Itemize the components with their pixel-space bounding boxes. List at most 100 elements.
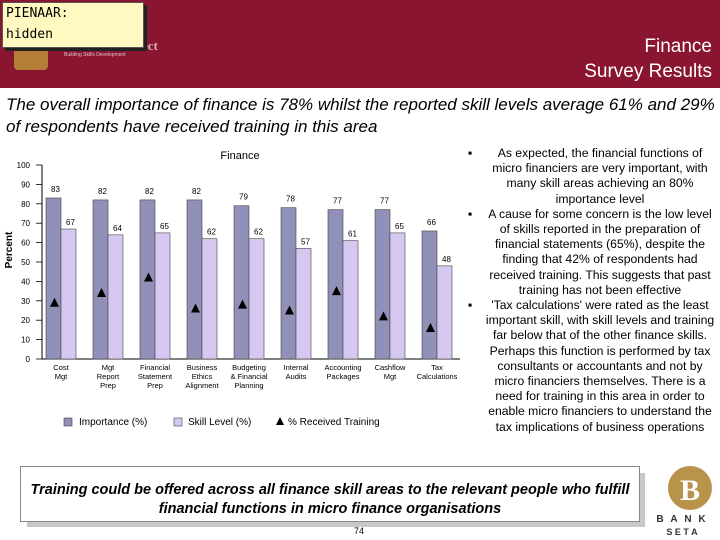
skill-level-data-label: 65 bbox=[160, 222, 169, 231]
x-tick-label: Accounting bbox=[324, 363, 361, 372]
x-tick-label: Alignment bbox=[185, 381, 219, 390]
title-line-2: Survey Results bbox=[584, 61, 712, 82]
training-marker bbox=[191, 303, 200, 313]
note-line-1: PIENAAR: bbox=[6, 6, 69, 21]
sticky-note[interactable]: PIENAAR: hidden bbox=[2, 2, 144, 48]
page-title: Finance Survey Results bbox=[584, 34, 712, 84]
skill-level-bar bbox=[295, 248, 312, 360]
x-tick-label: Cost bbox=[53, 363, 69, 372]
x-tick-label: Prep bbox=[147, 381, 163, 390]
y-tick-label: 30 bbox=[21, 297, 30, 306]
importance-data-label: 82 bbox=[145, 187, 154, 196]
importance-data-label: 77 bbox=[333, 197, 342, 206]
y-tick-label: 60 bbox=[21, 239, 30, 248]
y-tick-label: 50 bbox=[21, 258, 30, 267]
x-tick-label: Statement bbox=[138, 372, 173, 381]
training-marker bbox=[144, 272, 153, 282]
skill-level-data-label: 57 bbox=[301, 237, 310, 246]
x-tick-label: Mgt bbox=[102, 363, 115, 372]
x-tick-label: Budgeting bbox=[232, 363, 266, 372]
legend-skill-label: Skill Level (%) bbox=[188, 417, 251, 428]
x-tick-label: Mgt bbox=[55, 372, 68, 381]
logo-tagline: Building Skills Development bbox=[64, 52, 126, 58]
logo-wordmark: ect bbox=[142, 38, 158, 53]
training-marker bbox=[285, 305, 294, 315]
y-tick-label: 0 bbox=[26, 355, 31, 364]
bank-logo-letter: A bbox=[670, 514, 677, 525]
training-marker bbox=[50, 297, 59, 307]
y-tick-label: 10 bbox=[21, 336, 30, 345]
bullet-square-icon: ▪ bbox=[468, 206, 473, 221]
x-tick-label: Planning bbox=[234, 381, 263, 390]
finance-chart: Finance Percent 0 10 20 30 40 50 60 70 80 90 100 83 67… bbox=[4, 150, 460, 428]
x-tick-label: Internal bbox=[283, 363, 308, 372]
x-tick-label: Report bbox=[97, 372, 120, 381]
importance-bar bbox=[45, 197, 62, 360]
y-tick-label: 100 bbox=[17, 161, 31, 170]
skill-level-data-label: 48 bbox=[442, 255, 451, 264]
importance-bar bbox=[327, 209, 344, 360]
bank-logo-sun-icon bbox=[668, 466, 712, 510]
importance-data-label: 82 bbox=[98, 187, 107, 196]
y-tick-label: 90 bbox=[21, 180, 30, 189]
importance-bar bbox=[280, 207, 297, 360]
bullet-list: ▪ As expected, the financial functions of… bbox=[460, 146, 716, 435]
bank-seta-logo: B B A N KS E T A bbox=[646, 462, 720, 540]
bullet-square-icon: ▪ bbox=[468, 298, 473, 313]
x-tick-label: Business bbox=[187, 363, 218, 372]
bank-logo-letter: N bbox=[684, 514, 691, 525]
importance-bar bbox=[186, 199, 203, 360]
bullet-item: ▪ 'Tax calculations' were rated as the le… bbox=[460, 298, 716, 435]
title-line-1: Finance bbox=[644, 36, 712, 57]
skill-level-bar bbox=[60, 228, 77, 360]
y-tick-label: 80 bbox=[21, 200, 30, 209]
x-tick-label: Packages bbox=[327, 372, 360, 381]
x-tick-label: Prep bbox=[100, 381, 116, 390]
training-marker bbox=[379, 311, 388, 321]
x-tick-label: Cashflow bbox=[375, 363, 406, 372]
x-tick-label: Mgt bbox=[384, 372, 397, 381]
page-number: 74 bbox=[354, 526, 365, 536]
conclusion-text: Training could be offered across all fin… bbox=[30, 482, 630, 517]
skill-level-data-label: 62 bbox=[207, 228, 216, 237]
skill-level-bar bbox=[107, 234, 124, 360]
x-tick-label: Ethics bbox=[192, 372, 213, 381]
skill-level-data-label: 65 bbox=[395, 222, 404, 231]
importance-data-label: 82 bbox=[192, 187, 201, 196]
header-banner: ect Building Skills Development PIENAAR:… bbox=[0, 0, 720, 88]
x-tick-label: Calculations bbox=[417, 372, 458, 381]
importance-data-label: 78 bbox=[286, 195, 295, 204]
skill-level-bar bbox=[154, 232, 171, 360]
legend-importance-swatch bbox=[63, 417, 73, 427]
skill-level-bar bbox=[342, 240, 359, 360]
skill-level-bar bbox=[248, 238, 265, 360]
skill-level-bar bbox=[201, 238, 218, 360]
conclusion-box: Training could be offered across all fin… bbox=[20, 466, 645, 527]
training-marker bbox=[238, 299, 247, 309]
bullet-square-icon: ▪ bbox=[468, 146, 473, 160]
note-line-2: hidden bbox=[6, 27, 53, 42]
bank-logo-letter: B bbox=[656, 514, 663, 525]
importance-data-label: 77 bbox=[380, 197, 389, 206]
x-tick-label: Tax bbox=[431, 363, 443, 372]
importance-data-label: 66 bbox=[427, 218, 436, 227]
y-tick-label: 20 bbox=[21, 316, 30, 325]
bullet-text: A cause for some concern is the low leve… bbox=[488, 206, 712, 297]
chart-title: Finance bbox=[220, 150, 259, 162]
skill-level-data-label: 64 bbox=[113, 224, 122, 233]
importance-bar bbox=[374, 209, 391, 360]
importance-bar bbox=[421, 230, 438, 360]
legend-skill-swatch bbox=[173, 417, 183, 427]
legend-importance-label: Importance (%) bbox=[79, 417, 147, 428]
skill-level-bar bbox=[389, 232, 406, 360]
bank-logo-monogram: B bbox=[680, 474, 700, 507]
bank-logo-letter: K bbox=[698, 514, 706, 525]
subtitle: The overall importance of finance is 78%… bbox=[6, 95, 715, 136]
importance-bar bbox=[233, 205, 250, 360]
bullet-text: 'Tax calculations' were rated as the lea… bbox=[485, 298, 715, 434]
bullet-text: As expected, the financial functions of … bbox=[492, 146, 708, 206]
importance-bar bbox=[92, 199, 109, 360]
importance-data-label: 83 bbox=[51, 185, 60, 194]
training-marker bbox=[97, 288, 106, 298]
legend-training-marker bbox=[276, 417, 284, 425]
